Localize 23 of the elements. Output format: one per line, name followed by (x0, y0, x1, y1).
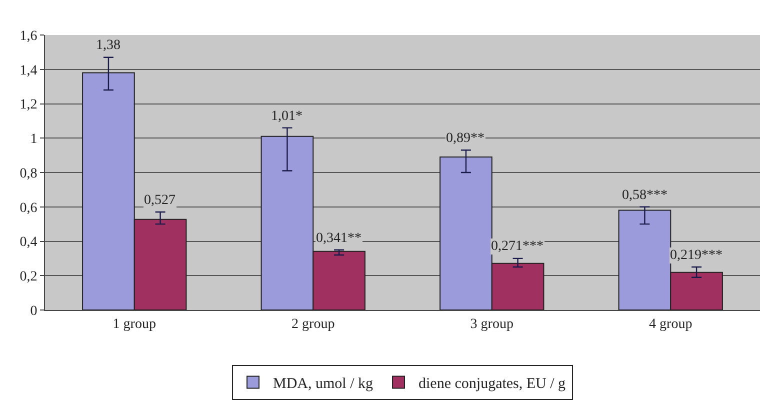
y-tick-label: 0,6 (20, 200, 38, 216)
x-tick-label: 1 group (112, 316, 156, 332)
y-tick-label: 1,6 (20, 28, 38, 44)
y-tick-label: 0,4 (20, 235, 38, 250)
y-tick-label: 1,4 (20, 63, 38, 78)
legend-label: MDA, umol / kg (273, 376, 374, 392)
data-label: 0,219*** (670, 248, 722, 263)
y-tick-label: 1,2 (20, 98, 38, 113)
data-label: 1,38 (96, 38, 120, 53)
x-tick-label: 2 group (292, 316, 335, 332)
y-tick-label: 0 (30, 304, 38, 319)
data-label: 0,89** (446, 131, 484, 146)
legend-label: diene conjugates, EU / g (418, 376, 566, 392)
data-label: 1,01* (271, 109, 302, 124)
x-tick-label: 3 group (470, 316, 514, 332)
data-label: 0,271*** (491, 239, 544, 254)
x-tick-label: 4 group (649, 316, 692, 332)
y-tick-label: 0,2 (20, 270, 38, 285)
y-tick-label: 0,8 (20, 166, 38, 182)
data-label: 0,527 (144, 193, 176, 208)
data-label: 0,341** (316, 231, 362, 246)
data-label: 0,58*** (622, 188, 668, 203)
y-tick-label: 1 (30, 132, 38, 148)
